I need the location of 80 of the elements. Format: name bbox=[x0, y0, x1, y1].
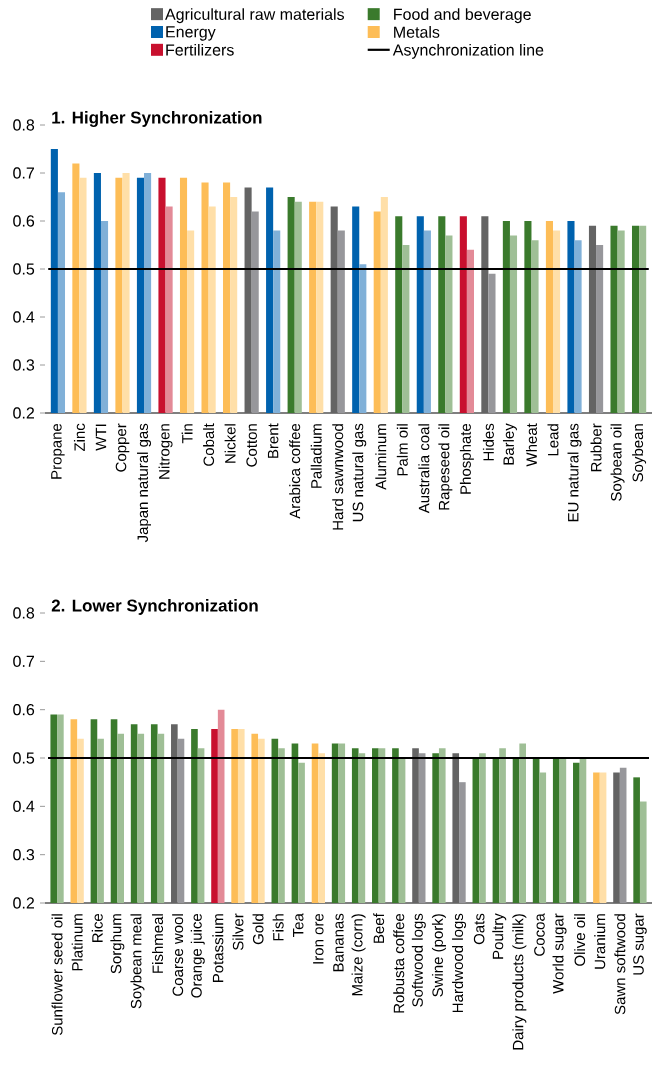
x-tick-label: Hides bbox=[482, 423, 494, 461]
x-tick-label: Fishmeal bbox=[152, 914, 164, 973]
y-tick-label: 0.6 bbox=[13, 704, 35, 716]
x-tick-label: Maize (corn) bbox=[351, 914, 366, 996]
x-tick-label: Rice bbox=[91, 913, 103, 942]
x-tick-label: Rubber bbox=[590, 423, 602, 472]
x-tick-label: Gold bbox=[252, 914, 264, 945]
x-tick-label: EU natural gas bbox=[567, 423, 582, 522]
x-tick-label: Japan natural gas bbox=[137, 423, 151, 543]
x-tick-label: Cocoa bbox=[534, 913, 545, 956]
legend-label: Fertilizers bbox=[166, 43, 234, 56]
x-tick-label: Dairy products (milk) bbox=[512, 914, 527, 1050]
y-tick-label: 0.5 bbox=[13, 752, 35, 764]
legend-label: Asynchronization line bbox=[392, 43, 544, 59]
x-tick-label: Platinum bbox=[71, 914, 83, 971]
legend-label: Agricultural raw materials bbox=[165, 8, 344, 24]
x-tick-label: Brent bbox=[267, 423, 279, 458]
y-tick-label: 0.3 bbox=[13, 849, 35, 861]
x-tick-label: Nickel bbox=[224, 424, 236, 463]
x-tick-label: Soybean meal bbox=[130, 914, 145, 1009]
x-tick-label: Softwood logs bbox=[411, 913, 426, 1007]
x-tick-label: Wheat bbox=[525, 423, 537, 467]
x-tick-label: Tin bbox=[181, 424, 193, 444]
y-tick-label: 0.5 bbox=[13, 263, 35, 275]
x-tick-label: Sawn softwood bbox=[614, 914, 626, 1015]
y-tick-label: 0.3 bbox=[13, 359, 35, 371]
y-tick-label: 0.4 bbox=[13, 311, 35, 323]
x-tick-label: Olive oil bbox=[574, 914, 586, 966]
legend-label: Metals bbox=[394, 26, 440, 38]
x-tick-label: Fish bbox=[272, 914, 284, 941]
x-tick-label: World sugar bbox=[552, 913, 567, 994]
chart-title: 2. Lower Synchronization bbox=[51, 599, 258, 615]
x-tick-label: Copper bbox=[115, 423, 130, 472]
x-tick-label: Silver bbox=[232, 913, 244, 951]
x-tick-label: Hard sawnwood bbox=[332, 424, 344, 530]
x-tick-label: Barley bbox=[502, 423, 517, 465]
x-tick-label: WTI bbox=[95, 424, 107, 451]
y-tick-label: 0.6 bbox=[13, 215, 35, 227]
x-tick-label: Cobalt bbox=[203, 423, 215, 466]
x-tick-label: US sugar bbox=[633, 913, 647, 975]
x-tick-label: Nitrogen bbox=[158, 424, 173, 479]
x-tick-label: Soybean oil bbox=[610, 424, 625, 501]
x-tick-label: Phosphate bbox=[459, 423, 474, 494]
x-tick-label: Aluminum bbox=[375, 424, 387, 490]
x-tick-label: Oats bbox=[473, 913, 485, 945]
x-tick-label: Australia coal bbox=[418, 424, 430, 514]
x-tick-label: Soybean bbox=[632, 424, 647, 482]
y-tick-label: 0.8 bbox=[13, 119, 35, 131]
x-tick-label: Lead bbox=[547, 424, 559, 456]
x-tick-label: Zinc bbox=[73, 423, 85, 452]
x-tick-label: Coarse wool bbox=[172, 914, 184, 996]
chart-title: 1. Higher Synchronization bbox=[52, 111, 262, 127]
x-tick-label: Arabica coffee bbox=[289, 423, 301, 519]
x-tick-label: Potassium bbox=[212, 914, 224, 983]
x-tick-label: Poultry bbox=[492, 913, 507, 959]
x-tick-label: Palladium bbox=[310, 424, 322, 488]
x-tick-label: Beef bbox=[373, 913, 385, 943]
x-tick-label: Orange juice bbox=[190, 913, 205, 998]
x-tick-label: Bananas bbox=[333, 913, 344, 972]
x-tick-label: Palm oil bbox=[396, 424, 408, 476]
y-tick-label: 0.7 bbox=[13, 167, 34, 179]
legend-label: Food and beverage bbox=[394, 8, 531, 24]
y-tick-label: 0.2 bbox=[13, 897, 34, 909]
x-tick-label: Cotton bbox=[246, 424, 257, 467]
x-tick-label: Tea bbox=[293, 913, 304, 938]
y-tick-label: 0.4 bbox=[13, 800, 35, 813]
x-tick-label: Iron ore bbox=[313, 913, 324, 964]
x-tick-label: Sorghum bbox=[110, 914, 125, 974]
x-tick-label: Robusta coffee bbox=[393, 913, 405, 1013]
x-tick-label: US natural gas bbox=[352, 423, 367, 522]
x-tick-label: Uranium bbox=[594, 914, 606, 969]
x-tick-label: Propane bbox=[51, 423, 65, 479]
x-tick-label: Hardwood logs bbox=[452, 913, 467, 1013]
y-tick-label: 0.2 bbox=[13, 407, 34, 419]
y-tick-label: 0.8 bbox=[13, 607, 35, 619]
x-tick-label: Swine (pork) bbox=[431, 914, 446, 997]
y-tick-label: 0.7 bbox=[13, 655, 34, 668]
x-tick-label: Rapeseed oil bbox=[438, 424, 453, 510]
legend-label: Energy bbox=[166, 26, 216, 41]
x-tick-label: Sunflower seed oil bbox=[51, 914, 63, 1036]
